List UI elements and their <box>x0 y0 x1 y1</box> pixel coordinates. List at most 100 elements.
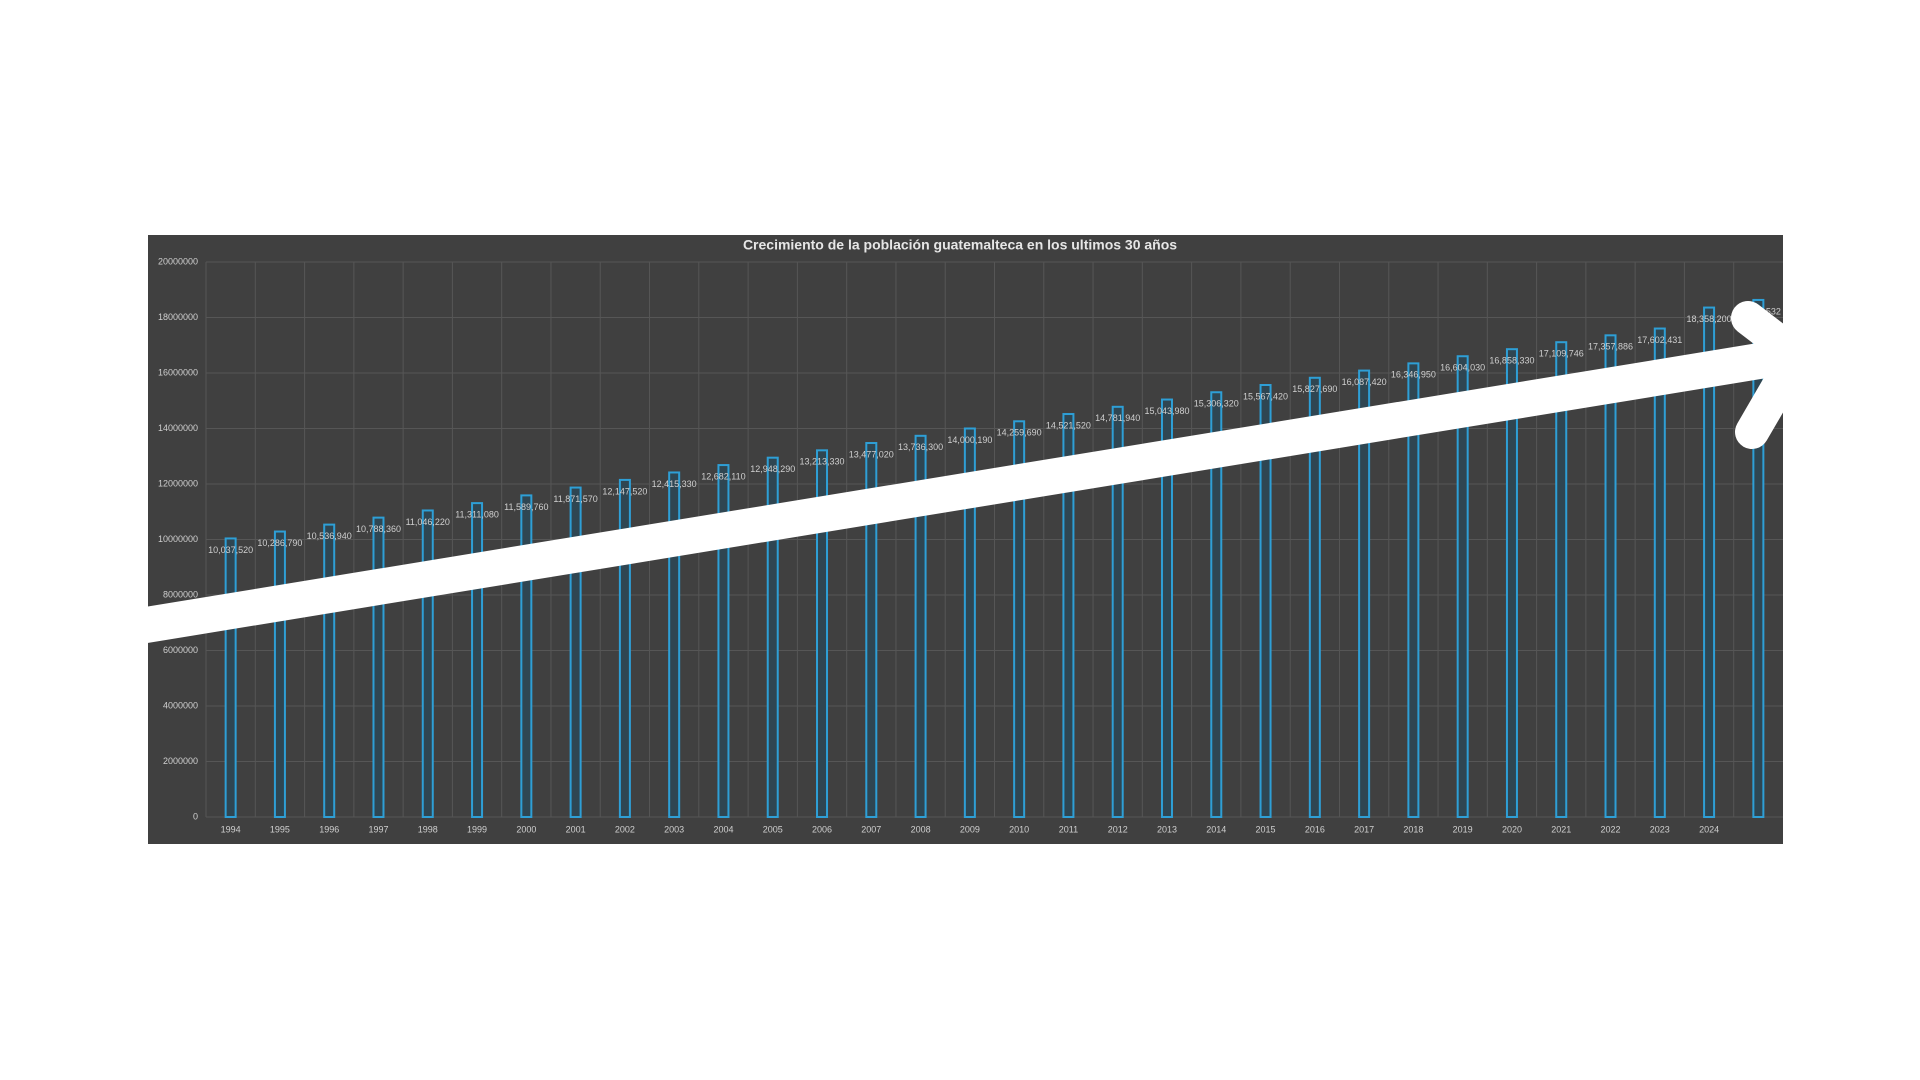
x-tick-label: 2004 <box>713 824 733 834</box>
bar <box>865 442 878 818</box>
bar <box>1259 384 1272 818</box>
x-tick-label: 2001 <box>566 824 586 834</box>
x-tick-label: 2005 <box>763 824 783 834</box>
data-label: 13,736,300 <box>898 442 943 452</box>
data-label: 11,046,220 <box>406 517 450 527</box>
data-label: 14,000,190 <box>947 435 992 445</box>
data-label: 18,358,200 <box>1687 314 1732 324</box>
x-tick-label: 2009 <box>960 824 980 834</box>
bar <box>1703 306 1716 818</box>
bar <box>1160 398 1173 818</box>
data-label: 14,259,690 <box>997 428 1042 438</box>
x-tick-label: 1997 <box>368 824 388 834</box>
y-tick-label: 2000000 <box>163 756 198 766</box>
data-label: 12,682,110 <box>701 471 745 481</box>
data-label: 13,477,020 <box>849 449 894 459</box>
bar <box>1210 391 1223 818</box>
chart-title: Crecimiento de la población guatemalteca… <box>743 237 1177 253</box>
x-tick-label: 2014 <box>1206 824 1226 834</box>
x-tick-label: 2020 <box>1502 824 1522 834</box>
data-label: 14,781,940 <box>1095 413 1140 423</box>
y-tick-label: 6000000 <box>163 645 198 655</box>
bar <box>323 523 336 818</box>
bar <box>1308 376 1321 818</box>
bar <box>914 434 927 818</box>
data-label: 12,948,290 <box>750 464 795 474</box>
y-tick-label: 20000000 <box>158 256 198 266</box>
y-tick-label: 4000000 <box>163 700 198 710</box>
bar <box>1111 405 1124 818</box>
y-tick-label: 8000000 <box>163 589 198 599</box>
data-label: 16,087,420 <box>1342 377 1387 387</box>
x-tick-label: 1995 <box>270 824 290 834</box>
data-label: 10,788,360 <box>356 524 401 534</box>
x-tick-label: 2003 <box>664 824 684 834</box>
bar <box>224 537 237 818</box>
x-tick-label: 2019 <box>1453 824 1473 834</box>
data-label: 11,589,760 <box>504 502 548 512</box>
bar <box>618 478 631 818</box>
x-tick-label: 1999 <box>467 824 487 834</box>
y-tick-label: 12000000 <box>158 478 198 488</box>
bar <box>1604 334 1617 818</box>
data-label: 14,521,520 <box>1046 420 1091 430</box>
x-tick-label: 2007 <box>861 824 881 834</box>
x-tick-label: 2012 <box>1108 824 1128 834</box>
data-label: 15,827,690 <box>1292 384 1337 394</box>
data-label: 12,147,520 <box>602 486 647 496</box>
x-tick-label: 2016 <box>1305 824 1325 834</box>
y-tick-label: 14000000 <box>158 423 198 433</box>
x-tick-label: 2021 <box>1551 824 1571 834</box>
bar <box>372 516 385 818</box>
bar <box>520 494 533 818</box>
x-tick-label: 2023 <box>1650 824 1670 834</box>
bar <box>1358 369 1371 818</box>
data-label: 16,604,030 <box>1440 363 1485 373</box>
data-label: 15,567,420 <box>1243 391 1288 401</box>
x-tick-label: 1994 <box>221 824 241 834</box>
y-tick-label: 0 <box>193 811 198 821</box>
bar <box>273 530 286 818</box>
x-tick-label: 2000 <box>516 824 536 834</box>
bar <box>1407 362 1420 818</box>
bar <box>717 464 730 818</box>
bar <box>421 509 434 818</box>
data-label: 16,346,950 <box>1391 370 1436 380</box>
edge-mask <box>0 235 148 844</box>
data-label: 10,286,790 <box>257 538 302 548</box>
bar <box>816 449 829 818</box>
bar <box>569 486 582 818</box>
x-tick-label: 2022 <box>1601 824 1621 834</box>
arrow-shaft <box>122 338 1808 644</box>
x-tick-label: 1998 <box>418 824 438 834</box>
x-tick-label: 2013 <box>1157 824 1177 834</box>
plot: 0 2000000 4000000 6000000 8000000 10000000 120… <box>158 256 1783 834</box>
y-tick-label: 10000000 <box>158 534 198 544</box>
data-label: 16,858,330 <box>1489 356 1534 366</box>
bar <box>1752 298 1765 818</box>
bar <box>668 471 681 818</box>
y-tick-label: 16000000 <box>158 367 198 377</box>
edge-mask <box>1783 235 1920 844</box>
bar <box>766 456 779 818</box>
data-label: 17,109,746 <box>1539 349 1584 359</box>
x-tick-label: 2017 <box>1354 824 1374 834</box>
data-label: 17,357,886 <box>1588 342 1633 352</box>
y-tick-label: 18000000 <box>158 312 198 322</box>
x-tick-label: 2006 <box>812 824 832 834</box>
bar <box>1653 327 1666 818</box>
data-label: 10,536,940 <box>307 531 352 541</box>
data-label: 15,043,980 <box>1144 406 1189 416</box>
bar <box>963 427 976 818</box>
x-tick-label: 2024 <box>1699 824 1719 834</box>
x-tick-label: 2018 <box>1403 824 1423 834</box>
x-tick-label: 2011 <box>1059 824 1078 834</box>
data-label: 15,306,320 <box>1194 399 1239 409</box>
data-label: 11,311,080 <box>455 509 499 519</box>
data-label: 12,415,330 <box>652 479 697 489</box>
x-tick-label: 2010 <box>1009 824 1029 834</box>
bar <box>1013 420 1026 818</box>
data-label: 17,602,431 <box>1637 335 1682 345</box>
x-tick-label: 2008 <box>911 824 931 834</box>
